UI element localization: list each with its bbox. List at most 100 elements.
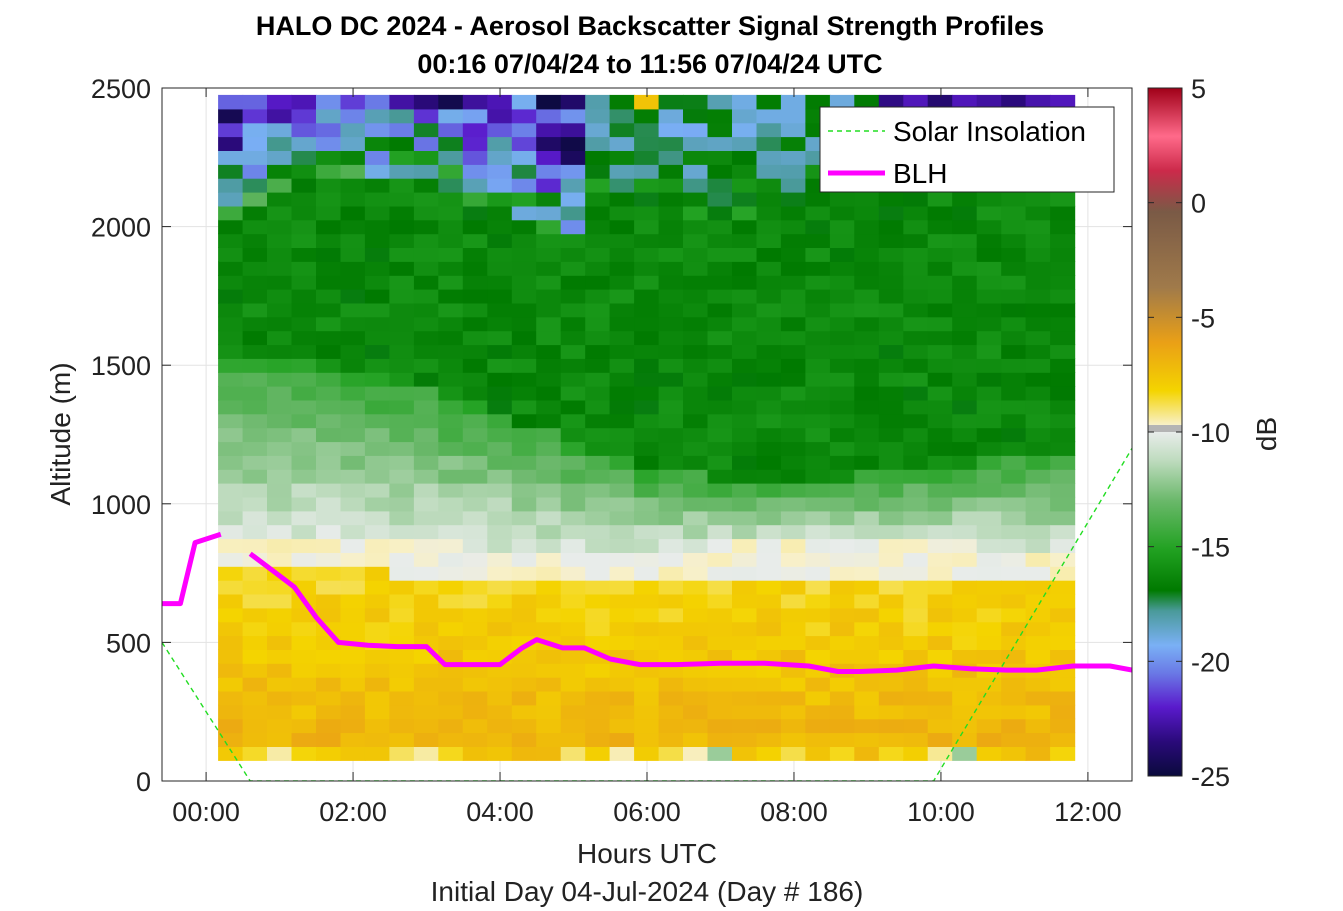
heatmap-cell <box>462 510 488 526</box>
heatmap-cell <box>976 580 1002 595</box>
heatmap-cell <box>658 566 684 581</box>
heatmap-cell <box>780 677 806 692</box>
heatmap-cell <box>927 607 953 623</box>
heatmap-cell <box>438 538 464 553</box>
heatmap-cell <box>487 607 513 623</box>
heatmap-cell <box>952 247 978 262</box>
x-tick-label: 10:00 <box>907 797 975 827</box>
heatmap-cell <box>1001 538 1027 553</box>
heatmap-cell <box>854 219 880 235</box>
heatmap-cell <box>634 150 660 165</box>
heatmap-cell <box>927 205 953 221</box>
heatmap-cell <box>903 261 929 276</box>
heatmap-cell <box>242 275 268 290</box>
heatmap-cell <box>609 316 635 332</box>
heatmap-cell <box>634 108 660 124</box>
heatmap-cell <box>1001 219 1027 235</box>
heatmap-cell <box>1025 718 1051 734</box>
heatmap-cell <box>267 219 293 235</box>
heatmap-cell <box>413 289 439 304</box>
heatmap-cell <box>805 621 831 637</box>
heatmap-cell <box>1001 316 1027 332</box>
heatmap-cell <box>658 136 684 151</box>
heatmap-cell <box>1050 677 1076 692</box>
heatmap-cell <box>683 386 709 401</box>
heatmap-cell <box>511 455 537 470</box>
heatmap-cell <box>340 358 366 373</box>
heatmap-cell <box>1025 316 1051 332</box>
heatmap-cell <box>364 302 390 318</box>
heatmap-cell <box>316 455 342 470</box>
heatmap-cell <box>927 524 953 540</box>
heatmap-cell <box>634 677 660 692</box>
heatmap-cell <box>340 663 366 678</box>
heatmap-cell <box>658 524 684 540</box>
heatmap-cell <box>878 677 904 692</box>
heatmap-cell <box>854 94 880 110</box>
heatmap-cell <box>438 621 464 637</box>
heatmap-cell <box>927 344 953 359</box>
heatmap-cell <box>291 94 317 110</box>
heatmap-cell <box>878 580 904 595</box>
heatmap-cell <box>976 94 1002 110</box>
heatmap-cell <box>609 108 635 124</box>
legend-box <box>819 106 1115 193</box>
heatmap-cell <box>316 372 342 387</box>
heatmap-cell <box>707 566 733 581</box>
heatmap-cell <box>878 289 904 304</box>
heatmap-cell <box>829 386 855 401</box>
heatmap-cell <box>903 649 929 664</box>
heatmap-cell <box>389 233 415 248</box>
heatmap-cell <box>585 593 611 609</box>
heatmap-cell <box>1001 566 1027 581</box>
heatmap-cell <box>511 94 537 110</box>
heatmap-cell <box>707 580 733 595</box>
heatmap-cell <box>511 469 537 484</box>
heatmap-cell <box>487 219 513 235</box>
heatmap-cell <box>511 386 537 401</box>
heatmap-cell <box>732 192 758 207</box>
heatmap-cell <box>585 233 611 248</box>
heatmap-cell <box>389 164 415 179</box>
heatmap-cell <box>707 690 733 706</box>
heatmap-cell <box>242 704 268 720</box>
heatmap-cell <box>560 441 586 456</box>
heatmap-cell <box>267 316 293 332</box>
heatmap-cell <box>511 496 537 512</box>
heatmap-cell <box>732 663 758 678</box>
heatmap-cell <box>756 164 782 179</box>
heatmap-cell <box>927 746 953 761</box>
heatmap-cell <box>511 178 537 193</box>
heatmap-cell <box>438 330 464 346</box>
heatmap-cell <box>683 552 709 567</box>
heatmap-cell <box>413 386 439 401</box>
heatmap-cell <box>413 316 439 332</box>
heatmap-cell <box>1025 483 1051 498</box>
heatmap-cell <box>438 136 464 151</box>
heatmap-cell <box>878 261 904 276</box>
heatmap-cell <box>927 510 953 526</box>
heatmap-cell <box>560 399 586 415</box>
heatmap-cell <box>242 108 268 124</box>
heatmap-cell <box>413 344 439 359</box>
heatmap-cell <box>707 386 733 401</box>
heatmap-cell <box>413 427 439 443</box>
heatmap-cell <box>1001 718 1027 734</box>
heatmap-cell <box>585 358 611 373</box>
heatmap-cell <box>364 108 390 124</box>
heatmap-cell <box>536 496 562 512</box>
heatmap-cell <box>805 358 831 373</box>
heatmap-cell <box>609 746 635 761</box>
heatmap-cell <box>976 649 1002 664</box>
heatmap-cell <box>854 205 880 221</box>
heatmap-cell <box>903 247 929 262</box>
heatmap-cell <box>340 427 366 443</box>
heatmap-cell <box>658 580 684 595</box>
heatmap-cell <box>805 94 831 110</box>
heatmap-cell <box>389 677 415 692</box>
heatmap-cell <box>560 289 586 304</box>
heatmap-cell <box>511 663 537 678</box>
heatmap-cell <box>1050 746 1076 761</box>
heatmap-cell <box>218 192 244 207</box>
